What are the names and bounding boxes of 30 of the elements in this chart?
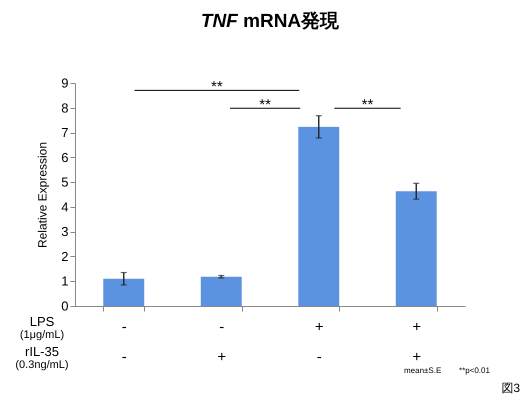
x-tick-label: + - <box>314 318 324 366</box>
y-tick-label: 6 <box>61 150 68 165</box>
x-tick-label: + + <box>412 318 422 366</box>
x-tick-label: - + <box>217 318 226 366</box>
x-tick-label: - - <box>122 318 127 366</box>
y-tick-label: 1 <box>61 274 68 289</box>
y-tick-label: 9 <box>61 76 68 90</box>
annotation: ** <box>211 78 223 96</box>
y-tick-label: 2 <box>61 248 68 264</box>
annotation: ** <box>362 96 374 114</box>
y-tick-label: 4 <box>61 199 68 214</box>
y-axis-title: Relative Expression <box>35 142 50 248</box>
chart-title: TNF mRNA発現 <box>200 10 340 34</box>
y-tick-label: 8 <box>61 100 68 116</box>
bar <box>298 126 340 306</box>
annotation: ** <box>259 96 272 114</box>
text: mean±S.E <box>404 366 442 375</box>
text: (1μg/mL) <box>20 329 64 341</box>
text: (0.3ng/mL) <box>15 359 69 371</box>
bar <box>396 191 437 306</box>
y-tick-label: 0 <box>61 298 68 314</box>
text: LPS <box>30 314 54 329</box>
y-tick-label: 3 <box>61 224 68 240</box>
caption: 図3 <box>501 380 520 397</box>
text: **p<0.01 <box>459 366 490 375</box>
text: rIL-35 <box>25 344 59 359</box>
y-tick-label: 5 <box>61 174 68 190</box>
bar <box>103 278 144 306</box>
bar <box>200 276 242 306</box>
y-tick-label: 7 <box>61 125 68 140</box>
